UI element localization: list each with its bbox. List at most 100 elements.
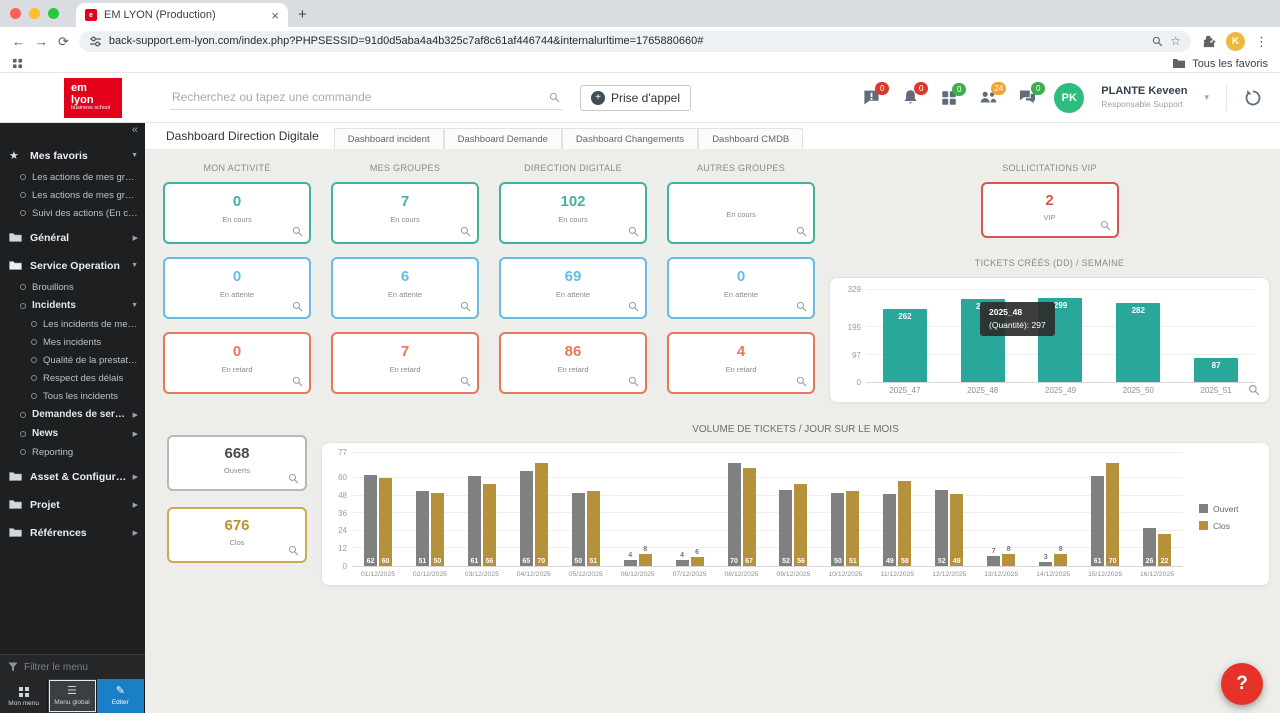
weekly-bar-2025-48[interactable]: 297 xyxy=(960,298,1005,382)
volume-bar-clos-13-12-2025[interactable]: 8 xyxy=(1002,546,1016,566)
volume-bar-ouvert-05-12-2025[interactable]: 50 xyxy=(571,492,585,566)
vip-card[interactable]: 2 VIP xyxy=(980,182,1119,238)
volume-bar-clos-02-12-2025[interactable]: 50 xyxy=(430,492,444,566)
sidebar-item-asset-configurati[interactable]: Asset & Configurati... ▶ xyxy=(0,464,145,489)
volume-bar-ouvert-08-12-2025[interactable]: 70 xyxy=(727,463,741,566)
minimize-window-button[interactable] xyxy=(29,8,40,19)
sidebar-item-mes-favoris[interactable]: ★ Mes favoris ▼ xyxy=(9,149,138,163)
stat-card-direction-digitale-en-cours[interactable]: 102 En cours xyxy=(499,182,647,244)
volume-bar-ouvert-13-12-2025[interactable]: 7 xyxy=(987,548,1001,566)
magnifier-icon[interactable] xyxy=(292,226,303,237)
volume-bar-ouvert-03-12-2025[interactable]: 61 xyxy=(467,476,481,566)
volume-bar-clos-10-12-2025[interactable]: 51 xyxy=(846,491,860,566)
search-input[interactable] xyxy=(170,85,562,110)
browser-menu-icon[interactable]: ⋮ xyxy=(1255,33,1268,49)
sidebar-item-les-actions-de-mes-grou[interactable]: Les actions de mes grou... xyxy=(0,168,145,186)
magnifier-icon[interactable] xyxy=(460,301,471,312)
volume-bar-ouvert-15-12-2025[interactable]: 61 xyxy=(1091,476,1105,566)
stat-card-mes-groupes-en-cours[interactable]: 7 En cours xyxy=(331,182,479,244)
sidebar-item-incidents[interactable]: Incidents ▼ xyxy=(0,296,145,315)
back-icon[interactable]: ← xyxy=(12,33,25,49)
help-button[interactable]: ? xyxy=(1221,663,1263,705)
sidebar-item-g-n-ral[interactable]: Général ▶ xyxy=(0,225,145,250)
volume-bar-ouvert-16-12-2025[interactable]: 26 xyxy=(1143,527,1157,566)
total-card-ouverts[interactable]: 668 Ouverts xyxy=(167,435,307,491)
volume-bar-ouvert-06-12-2025[interactable]: 4 xyxy=(623,552,637,566)
magnifier-icon[interactable] xyxy=(1100,220,1111,231)
sidebar-item-brouillons[interactable]: Brouillons xyxy=(0,278,145,296)
magnifier-icon[interactable] xyxy=(460,226,471,237)
extensions-puzzle-icon[interactable] xyxy=(1201,34,1216,49)
tab-dashboard-direction-digitale[interactable]: Dashboard Direction Digitale xyxy=(151,123,334,149)
weekly-bar-2025-49[interactable]: 299 xyxy=(1038,298,1083,382)
magnifier-icon[interactable] xyxy=(1248,384,1260,396)
tab-close-icon[interactable]: × xyxy=(271,7,279,23)
tab-dashboard-demande[interactable]: Dashboard Demande xyxy=(443,128,562,149)
volume-bar-clos-05-12-2025[interactable]: 51 xyxy=(586,491,600,566)
site-settings-icon[interactable] xyxy=(89,35,102,48)
sidebar-item-mes-incidents[interactable]: Mes incidents xyxy=(0,333,145,351)
sidebar-item-news[interactable]: News ▶ xyxy=(0,424,145,443)
stat-card-direction-digitale-en-attente[interactable]: 69 En attente xyxy=(499,257,647,319)
url-field[interactable]: back-support.em-lyon.com/index.php?PHPSE… xyxy=(78,30,1191,52)
volume-bar-clos-16-12-2025[interactable]: 22 xyxy=(1158,533,1172,566)
forward-icon[interactable]: → xyxy=(35,33,48,49)
stat-card-mon-activit-en-attente[interactable]: 0 En attente xyxy=(163,257,311,319)
stat-card-mon-activit-en-retard[interactable]: 0 En retard xyxy=(163,332,311,394)
magnifier-icon[interactable] xyxy=(288,473,299,484)
all-bookmarks-button[interactable]: Tous les favoris xyxy=(1192,57,1268,70)
sidebar-item-qualit-de-la-prestati[interactable]: Qualité de la prestati... xyxy=(0,351,145,369)
volume-bar-ouvert-09-12-2025[interactable]: 52 xyxy=(779,489,793,566)
alert-bubble-icon[interactable]: 0 xyxy=(862,82,890,107)
volume-bar-clos-01-12-2025[interactable]: 60 xyxy=(378,477,392,566)
modules-icon[interactable]: 0 xyxy=(940,82,967,107)
stat-card-mon-activit-en-cours[interactable]: 0 En cours xyxy=(163,182,311,244)
bookmark-star-icon[interactable]: ☆ xyxy=(1170,34,1181,48)
volume-bar-ouvert-01-12-2025[interactable]: 62 xyxy=(363,475,377,566)
close-window-button[interactable] xyxy=(10,8,21,19)
browser-profile-avatar[interactable]: K xyxy=(1226,31,1245,51)
volume-bar-clos-15-12-2025[interactable]: 70 xyxy=(1106,463,1120,566)
magnifier-icon[interactable] xyxy=(460,376,471,387)
new-tab-button[interactable]: + xyxy=(298,6,307,23)
magnifier-icon[interactable] xyxy=(628,301,639,312)
tab-dashboard-cmdb[interactable]: Dashboard CMDB xyxy=(698,128,804,149)
sidebar-item-r-f-rences[interactable]: Références ▶ xyxy=(0,520,145,545)
user-info[interactable]: PLANTE Keveen Responsable Support xyxy=(1101,85,1187,109)
apps-grid-icon[interactable] xyxy=(12,58,23,69)
stat-card-autres-groupes-en-retard[interactable]: 4 En retard xyxy=(667,332,815,394)
sidebar-item-projet[interactable]: Projet ▶ xyxy=(0,492,145,517)
total-card-clos[interactable]: 676 Clos xyxy=(167,507,307,563)
sidebar-item-respect-des-d-lais[interactable]: Respect des délais xyxy=(0,369,145,387)
volume-bar-clos-12-12-2025[interactable]: 49 xyxy=(950,494,964,566)
volume-bar-ouvert-07-12-2025[interactable]: 4 xyxy=(675,552,689,566)
volume-bar-ouvert-12-12-2025[interactable]: 52 xyxy=(935,489,949,566)
footer-button-mon-menu[interactable]: Mon menu xyxy=(0,679,49,713)
volume-bar-ouvert-10-12-2025[interactable]: 50 xyxy=(831,492,845,566)
magnifier-icon[interactable] xyxy=(796,376,807,387)
magnifier-icon[interactable] xyxy=(288,545,299,556)
sidebar-item-suivi-des-actions-en-cou[interactable]: Suivi des actions (En cou... xyxy=(0,204,145,222)
footer-button-menu-global[interactable]: ☰ Menu global xyxy=(48,679,97,713)
volume-bar-clos-04-12-2025[interactable]: 70 xyxy=(534,463,548,566)
search-icon[interactable] xyxy=(549,92,560,103)
weekly-bar-2025-47[interactable]: 262 xyxy=(882,308,927,382)
weekly-bar-2025-51[interactable]: 87 xyxy=(1194,357,1239,382)
sidebar-item-tous-les-incidents[interactable]: Tous les incidents xyxy=(0,387,145,405)
user-avatar[interactable]: PK xyxy=(1054,82,1085,113)
take-call-button[interactable]: + Prise d'appel xyxy=(580,84,691,111)
volume-bar-clos-08-12-2025[interactable]: 67 xyxy=(742,467,756,566)
sidebar-item-les-actions-de-mes-grou[interactable]: Les actions de mes grou... xyxy=(0,186,145,204)
volume-bar-clos-11-12-2025[interactable]: 58 xyxy=(898,480,912,566)
bell-icon[interactable]: 0 xyxy=(901,82,929,107)
logout-icon[interactable] xyxy=(1244,89,1262,107)
stat-card-autres-groupes-en-attente[interactable]: 0 En attente xyxy=(667,257,815,319)
groups-icon[interactable]: 24 xyxy=(978,82,1007,107)
weekly-bar-2025-50[interactable]: 282 xyxy=(1116,303,1161,382)
reload-icon[interactable]: ⟳ xyxy=(58,33,69,49)
chat-icon[interactable]: 0 xyxy=(1018,82,1046,107)
volume-bar-clos-07-12-2025[interactable]: 6 xyxy=(690,549,704,566)
stat-card-autres-groupes-en-cours[interactable]: En cours xyxy=(667,182,815,244)
volume-bar-ouvert-14-12-2025[interactable]: 3 xyxy=(1039,554,1053,566)
sidebar-item-les-incidents-de-mes[interactable]: Les incidents de mes... xyxy=(0,315,145,333)
